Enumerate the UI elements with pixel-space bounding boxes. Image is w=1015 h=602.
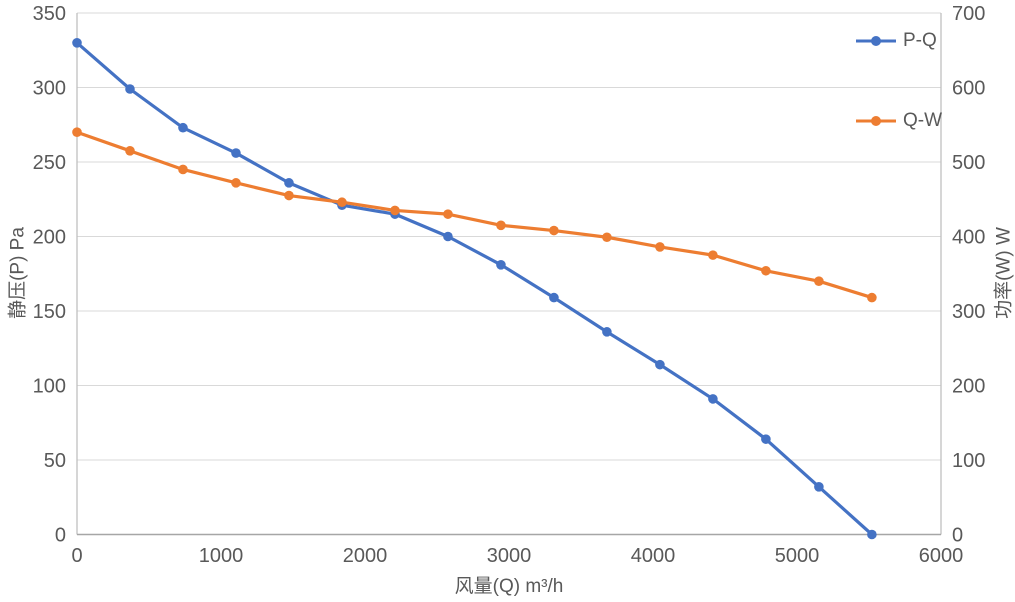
data-point-marker-q-w — [761, 265, 771, 276]
data-point-marker-q-w — [284, 190, 294, 201]
data-point-marker-p-q — [761, 434, 771, 444]
y-tick-label-right: 0 — [952, 525, 963, 547]
y-tick-label-left: 150 — [33, 301, 66, 323]
y-tick-label-right: 300 — [952, 301, 985, 323]
y-tick-label-right: 400 — [952, 227, 985, 249]
data-point-marker-q-w — [549, 225, 559, 236]
data-point-marker-p-q — [496, 260, 506, 270]
data-point-marker-q-w — [708, 250, 718, 260]
x-tick-label: 0 — [71, 545, 82, 567]
y-tick-label-left: 300 — [33, 78, 66, 100]
data-point-marker-p-q — [602, 327, 612, 337]
data-point-marker-p-q — [867, 529, 877, 540]
y-tick-label-left: 250 — [33, 152, 66, 174]
y-tick-label-left: 350 — [33, 3, 66, 25]
data-point-marker-p-q — [284, 178, 294, 188]
data-point-marker-p-q — [231, 148, 241, 158]
y-tick-label-right: 500 — [952, 152, 985, 174]
y-tick-label-right: 600 — [952, 78, 985, 100]
data-point-marker-q-w — [655, 242, 665, 252]
x-axis-title: 风量(Q) m³/h — [454, 576, 564, 597]
x-tick-label: 2000 — [343, 545, 388, 567]
data-point-marker-p-q — [443, 231, 453, 242]
x-tick-label: 4000 — [631, 545, 676, 567]
x-tick-label: 6000 — [919, 545, 964, 567]
data-point-marker-q-w — [443, 209, 453, 219]
data-point-marker-q-w — [602, 232, 612, 243]
y-tick-label-right: 100 — [952, 450, 985, 472]
data-point-marker-q-w — [337, 197, 347, 208]
data-point-marker-q-w — [178, 164, 188, 175]
data-point-marker-q-w — [496, 220, 506, 231]
data-point-marker-p-q — [125, 84, 135, 94]
data-point-marker-p-q — [708, 394, 718, 404]
data-point-marker-p-q — [655, 359, 665, 370]
data-point-marker-q-w — [814, 276, 824, 287]
data-point-marker-q-w — [125, 146, 135, 156]
data-point-marker-p-q — [549, 292, 559, 303]
series-line-q-w — [75, 130, 874, 300]
series-line-p-q — [75, 41, 874, 537]
y-tick-label-left: 50 — [44, 450, 66, 472]
data-point-marker-p-q — [72, 38, 82, 48]
data-point-marker-q-w — [867, 292, 877, 303]
y-tick-label-right: 700 — [952, 3, 985, 25]
y-axis-title-left: 静压(P) Pa — [7, 227, 29, 319]
data-point-marker-p-q — [814, 482, 824, 492]
x-tick-label: 3000 — [487, 545, 532, 567]
y-axis-title-right: 功率(W) W — [993, 227, 1015, 319]
data-point-marker-q-w — [390, 205, 400, 216]
y-tick-label-left: 0 — [55, 525, 66, 547]
data-point-marker-p-q — [178, 122, 188, 133]
x-tick-label: 1000 — [199, 545, 244, 567]
data-point-marker-q-w — [72, 127, 82, 137]
data-point-marker-q-w — [231, 178, 241, 188]
y-tick-label-left: 100 — [33, 376, 66, 398]
y-tick-label-right: 200 — [952, 376, 985, 398]
y-tick-label-left: 200 — [33, 227, 66, 249]
x-tick-label: 5000 — [775, 545, 820, 567]
